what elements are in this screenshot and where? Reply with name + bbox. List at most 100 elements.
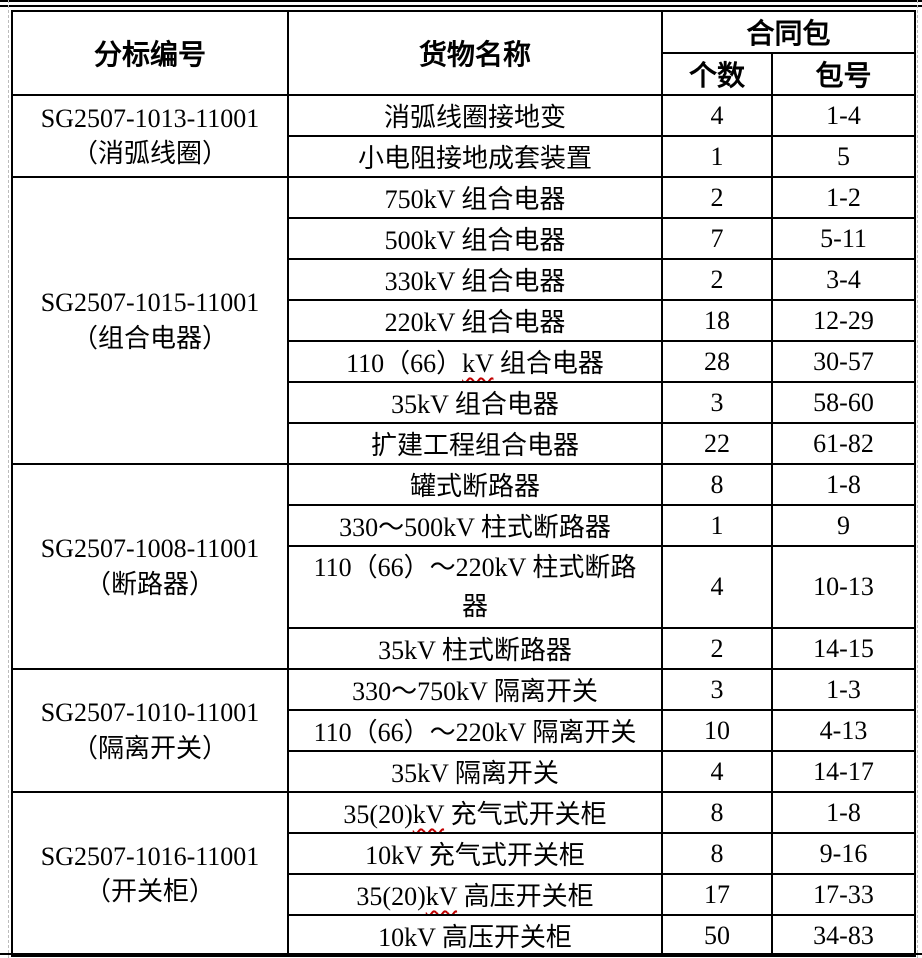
header-lot-number: 分标编号 [11,10,289,96]
count-cell: 8 [661,791,773,834]
count-cell: 4 [661,94,773,137]
package-cell: 61-82 [770,422,917,465]
table-row: 10kV 高压开关柜 50 34-83 [12,914,917,957]
table-row: SG2507-1016-11001 （开关柜） 35(20)kV 充气式开关柜 … [11,791,917,957]
spellcheck-underline: kV [425,882,458,911]
contract-package-table: 分标编号 货物名称 合同包 个数 包号 SG2507-1013-11001 （消… [11,10,917,957]
count-cell: 50 [661,914,773,957]
count-cell: 2 [661,258,773,301]
lot-cell: SG2507-1013-11001 （消弧线圈） [11,94,289,178]
table-row: 35(20)kV 高压开关柜 17 17-33 [12,873,917,916]
table-row: 330～500kV 柱式断路器 1 9 [12,504,917,547]
goods-name-part: 高压开关柜 [457,882,594,911]
left-text-boundary [8,0,9,958]
package-cell: 12-29 [770,299,917,342]
lot-label: （开关柜） [84,877,215,906]
table-row: 110（66）～220kV 柱式断路器 4 10-13 [12,545,917,629]
goods-name-cell: 罐式断路器 [287,463,663,506]
package-cell: 17-33 [770,873,917,916]
goods-name-cell: 35(20)kV 充气式开关柜 [287,791,663,834]
package-cell: 1-4 [770,94,917,137]
count-cell: 10 [661,709,773,752]
goods-name-cell: 500kV 组合电器 [287,217,663,260]
count-cell: 4 [661,545,773,629]
goods-name-part: 35(20) [356,882,426,911]
goods-name-cell: 消弧线圈接地变 [287,94,663,137]
count-cell: 3 [661,668,773,711]
goods-name-cell: 10kV 高压开关柜 [287,914,663,957]
count-cell: 28 [661,340,773,383]
top-double-rule [0,0,922,7]
package-cell: 34-83 [770,914,917,957]
lot-label: （断路器） [84,569,215,599]
package-cell: 5-11 [770,217,917,260]
package-cell: 1-2 [770,176,917,219]
package-cell: 30-57 [770,340,917,383]
count-cell: 4 [661,750,773,793]
lot-label: （组合电器） [71,323,228,353]
table-row: 330kV 组合电器 2 3-4 [12,258,917,301]
package-cell: 14-15 [770,627,917,670]
header-contract-package: 合同包 [660,10,917,54]
right-text-boundary [917,0,918,958]
table-row: 110（66）kV 组合电器 28 30-57 [12,340,917,383]
count-cell: 17 [661,873,773,916]
count-cell: 7 [661,217,773,260]
lot-id: SG2507-1008-11001 [40,534,260,564]
header-goods-name: 货物名称 [287,10,663,96]
table-row: 500kV 组合电器 7 5-11 [12,217,917,260]
lot-label: （消弧线圈） [71,139,228,168]
bottom-rule [0,953,922,955]
spellcheck-underline: kV [412,800,445,829]
goods-name-part: 充气式开关柜 [444,800,607,829]
package-cell: 9-16 [770,832,917,875]
lot-cell: SG2507-1010-11001 （隔离开关） [11,668,289,793]
lot-cell: SG2507-1015-11001 （组合电器） [11,176,289,465]
table-row: SG2507-1013-11001 （消弧线圈） 消弧线圈接地变 4 1-4 [11,94,917,178]
count-cell: 2 [661,627,773,670]
count-cell: 22 [661,422,773,465]
package-cell: 10-13 [770,545,917,629]
package-cell: 9 [770,504,917,547]
lot-label: （隔离开关） [71,733,228,763]
goods-name-cell: 35(20)kV 高压开关柜 [287,873,663,916]
goods-name-cell: 110（66）～220kV 隔离开关 [287,709,663,752]
goods-name-cell: 35kV 柱式断路器 [287,627,663,670]
count-cell: 3 [661,381,773,424]
table-row: SG2507-1008-11001 （断路器） 罐式断路器 8 1-8 [11,463,917,670]
package-cell: 3-4 [770,258,917,301]
table-row: 110（66）～220kV 隔离开关 10 4-13 [12,709,917,752]
package-cell: 14-17 [770,750,917,793]
goods-name-cell: 10kV 充气式开关柜 [287,832,663,875]
lot-cell: SG2507-1008-11001 （断路器） [11,463,289,670]
package-cell: 4-13 [770,709,917,752]
goods-name-cell: 小电阻接地成套装置 [287,135,663,178]
count-cell: 18 [661,299,773,342]
lot-id: SG2507-1016-11001 [40,841,260,871]
goods-name-part: 110（66） [346,349,463,378]
lot-id: SG2507-1015-11001 [40,288,260,318]
count-cell: 8 [661,832,773,875]
table-row: SG2507-1010-11001 （隔离开关） 330～750kV 隔离开关 … [11,668,917,793]
package-cell: 58-60 [770,381,917,424]
goods-name-cell: 110（66）kV 组合电器 [287,340,663,383]
goods-name-cell: 750kV 组合电器 [287,176,663,219]
package-cell: 5 [770,135,917,178]
goods-name-cell: 扩建工程组合电器 [287,422,663,465]
count-cell: 1 [661,135,773,178]
package-cell: 1-3 [770,668,917,711]
header-package-number: 包号 [770,52,917,96]
goods-name-cell: 35kV 组合电器 [287,381,663,424]
table-row: SG2507-1015-11001 （组合电器） 750kV 组合电器 2 1-… [11,176,917,465]
goods-name-part: 组合电器 [493,349,604,378]
spellcheck-underline: kV [462,349,494,378]
goods-name-part: 35(20) [343,800,413,829]
goods-name-cell: 330kV 组合电器 [287,258,663,301]
lot-id: SG2507-1010-11001 [40,698,260,728]
goods-name-cell: 330～500kV 柱式断路器 [287,504,663,547]
table-row: 35kV 柱式断路器 2 14-15 [12,627,917,670]
goods-name-cell: 330～750kV 隔离开关 [287,668,663,711]
table-row: 10kV 充气式开关柜 8 9-16 [12,832,917,875]
table-row: 小电阻接地成套装置 1 5 [12,135,917,178]
